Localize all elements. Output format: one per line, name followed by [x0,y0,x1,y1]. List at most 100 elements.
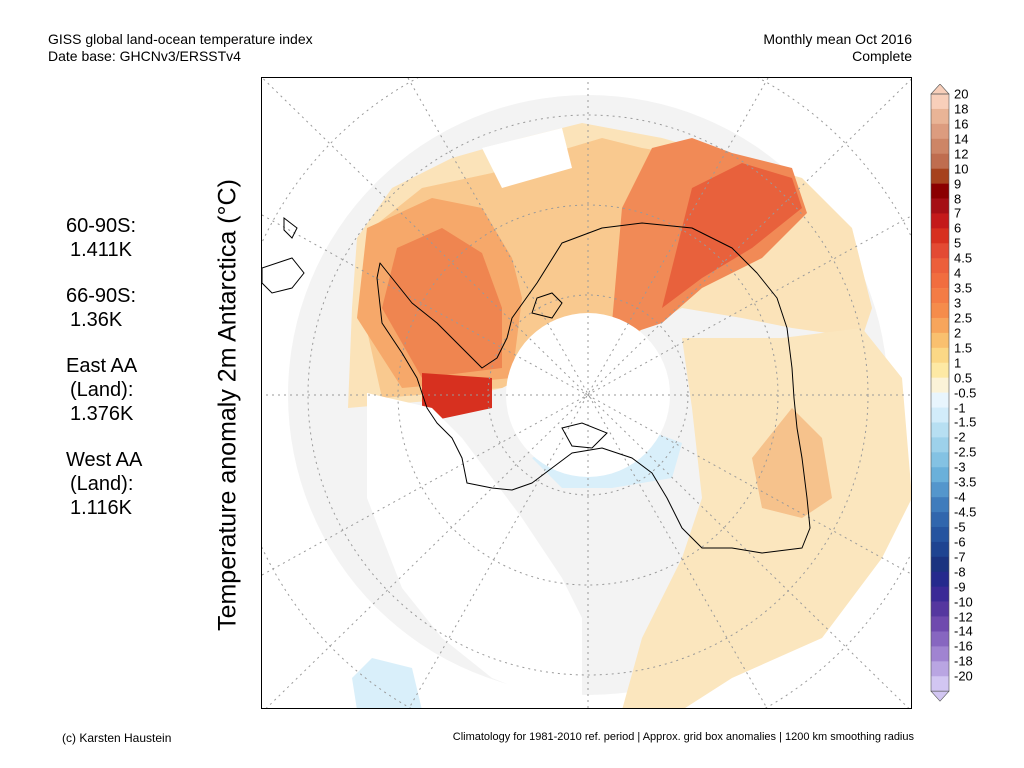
stat-66-90s: 66-90S: 1.36K [66,284,206,332]
colorbar-swatch [931,228,949,244]
east-warm-patch [752,408,832,518]
colorbar-label: -20 [954,668,973,684]
stat-label: 60-90S: [66,215,137,237]
colorbar-swatch [931,467,949,483]
stat-60-90s: 60-90S: 1.411K [66,214,206,262]
stat-east-aa: East AA (Land): 1.376K [66,354,206,426]
stat-value: 1.411K [70,239,132,261]
colorbar-swatch [931,288,949,304]
colorbar-swatch [931,377,949,393]
stat-label-sub: (Land): [70,379,134,401]
stat-label: West AA [66,449,143,471]
meridian [262,215,911,576]
stat-west-aa: West AA (Land): 1.116K [66,448,206,520]
colorbar-label: -4 [954,489,966,505]
colorbar-swatch [931,601,949,617]
colorbar-label: 7 [954,205,962,221]
colorbar-swatch [931,392,949,408]
ross-hot [662,163,802,308]
colorbar-label: 2.5 [954,310,973,326]
footer-note: Climatology for 1981-2010 ref. period | … [452,731,914,743]
colorbar-label: 4.5 [954,250,973,266]
colorbar-label: 16 [954,116,969,132]
colorbar-swatch [931,198,949,214]
colorbar-label: 3.5 [954,280,973,296]
meridian [262,214,911,575]
colorbar-label: -8 [954,564,966,580]
colorbar-label: -12 [954,609,973,625]
island-outline [283,216,298,239]
colorbar-swatch [931,94,949,110]
colorbar-label: 1 [954,355,962,371]
colorbar-swatch [931,571,949,587]
meridian [265,78,911,708]
colorbar-swatch [931,631,949,647]
footer-credit: (c) Karsten Haustein [62,731,172,745]
colorbar-swatch [931,347,949,364]
colorbar-label: 18 [954,101,969,117]
colorbar-swatch [931,676,949,692]
ice-shelf-outline [531,292,563,319]
colorbar-swatch [931,153,949,169]
peninsula-hotspot [422,373,492,423]
cool-patch-south [352,658,422,708]
colorbar-swatch [931,512,949,528]
colorbar-label: -2.5 [954,444,977,460]
title-line-2: Date base: GHCNv3/ERSSTv4 [48,48,241,64]
colorbar-swatch [931,362,949,378]
colorbar-label: 4 [954,265,962,281]
colorbar-swatch [931,332,949,349]
colorbar-arrow-bottom [930,690,950,702]
colorbar-label: -1.5 [954,414,977,430]
colorbar-label: 3 [954,295,962,311]
ice-shelf-outline [561,422,608,449]
colorbar-label: 14 [954,131,969,147]
colorbar-label: -2 [954,429,966,445]
colorbar-swatch [931,586,949,602]
colorbar-label: -14 [954,623,973,639]
colorbar-swatch [931,526,949,543]
meridian [262,78,910,708]
header-left: GISS global land-ocean temperature index… [48,31,313,65]
colorbar-swatch [931,422,949,438]
stat-label: 66-90S: [66,285,137,307]
colorbar-label: 20 [954,86,969,102]
colorbar-label: -3.5 [954,474,977,490]
colorbar-label: 8 [954,191,962,206]
colorbar-label: -16 [954,638,973,654]
colorbar-label: -6 [954,534,966,550]
colorbar-arrow-top [930,84,950,95]
south-america-tip [262,257,305,294]
colorbar-swatch [931,123,949,140]
colorbar-label: 10 [954,161,969,177]
colorbar-label: 0.5 [954,370,973,386]
y-axis-label: Temperature anomaly 2m Antarctica (°C) [213,179,242,631]
colorbar-outline [930,93,950,692]
region-stats: 60-90S: 1.411K 66-90S: 1.36K East AA (La… [66,214,206,542]
colorbar-swatch [931,243,949,259]
colorbar-label: 1.5 [954,340,973,356]
colorbar-label: 5 [954,235,962,251]
colorbar-swatch [931,646,949,662]
colorbar-label: -10 [954,594,973,610]
colorbar-swatch [931,108,949,125]
colorbar-swatch [931,303,949,319]
colorbar-label: 12 [954,146,969,162]
colorbar-label: -3 [954,459,966,475]
colorbar-swatch [931,138,949,155]
graticule [262,78,911,708]
stat-label: East AA [66,355,138,377]
colorbar-swatch [931,497,949,513]
colorbar-swatch [931,661,949,677]
colorbar-label: 2 [954,325,962,341]
colorbar-swatch [931,317,949,334]
missing-data-patch [482,128,572,188]
colorbar-swatch [931,437,949,453]
meridian [408,78,769,708]
colorbar-swatch [931,556,949,573]
colorbar-swatch [931,273,949,289]
colorbar-label: 9 [954,176,962,192]
colorbar-label: -0.5 [954,385,977,401]
colorbar-label: -9 [954,579,966,595]
colorbar-swatch [931,541,949,558]
